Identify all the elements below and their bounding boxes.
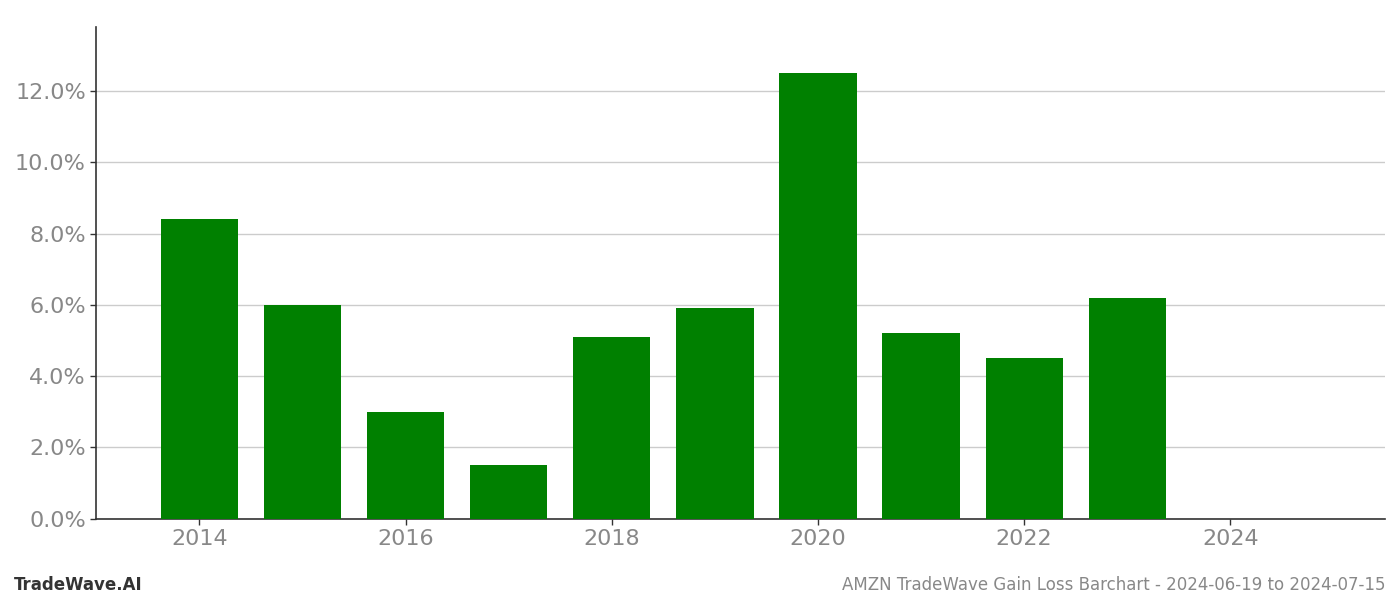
Bar xyxy=(882,334,960,518)
Bar xyxy=(367,412,444,518)
Text: AMZN TradeWave Gain Loss Barchart - 2024-06-19 to 2024-07-15: AMZN TradeWave Gain Loss Barchart - 2024… xyxy=(843,576,1386,594)
Bar xyxy=(573,337,651,518)
Bar xyxy=(676,308,753,518)
Bar xyxy=(470,465,547,518)
Text: TradeWave.AI: TradeWave.AI xyxy=(14,576,143,594)
Bar xyxy=(780,73,857,518)
Bar xyxy=(986,358,1063,518)
Bar xyxy=(161,220,238,518)
Bar xyxy=(263,305,342,518)
Bar xyxy=(1089,298,1166,518)
